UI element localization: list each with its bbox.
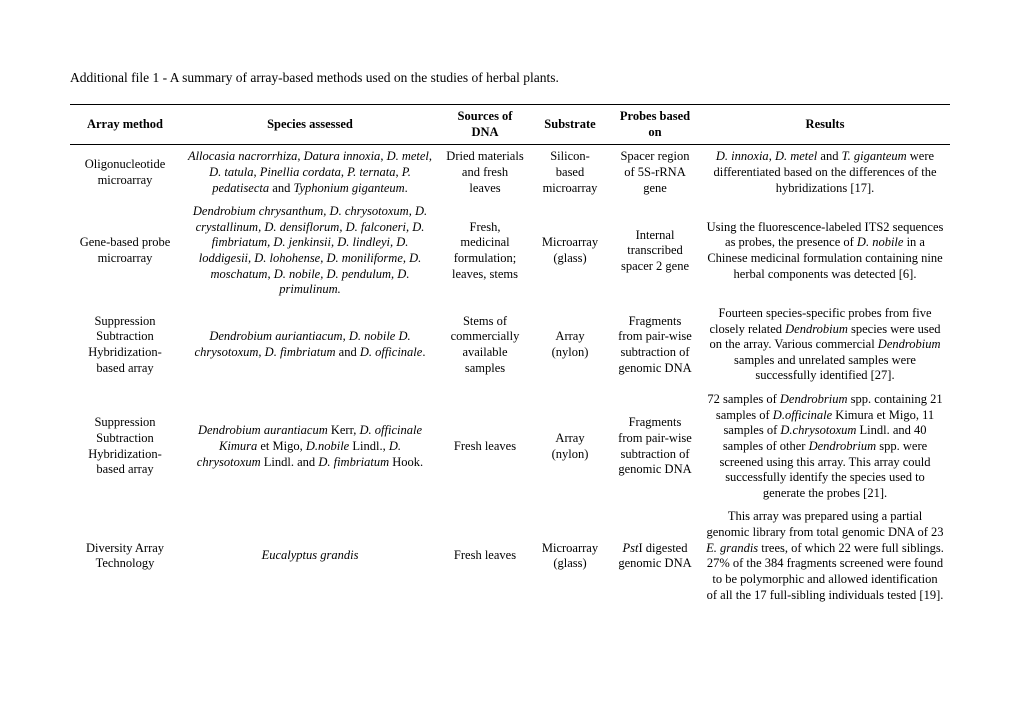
cell-substrate: Array (nylon) <box>530 388 610 505</box>
cell-probes: Fragments from pair-wise subtraction of … <box>610 388 700 505</box>
summary-table: Array method Species assessed Sources of… <box>70 104 950 607</box>
cell-species: Dendrobium auriantiacum, D. nobile D. ch… <box>180 302 440 388</box>
table-row: Oligonucleotide microarrayAllocasia nacr… <box>70 145 950 200</box>
document-page: Additional file 1 - A summary of array-b… <box>0 0 1020 607</box>
cell-sources: Stems of commercially available samples <box>440 302 530 388</box>
cell-results: Fourteen species-specific probes from fi… <box>700 302 950 388</box>
cell-method: Gene-based probe microarray <box>70 200 180 302</box>
cell-sources: Fresh, medicinal formulation; leaves, st… <box>440 200 530 302</box>
cell-probes: PstI digested genomic DNA <box>610 505 700 607</box>
cell-results: This array was prepared using a partial … <box>700 505 950 607</box>
cell-method: Suppression Subtraction Hybridization-ba… <box>70 388 180 505</box>
table-header-row: Array method Species assessed Sources of… <box>70 105 950 145</box>
cell-method: Oligonucleotide microarray <box>70 145 180 200</box>
col-species-assessed: Species assessed <box>180 105 440 145</box>
page-title: Additional file 1 - A summary of array-b… <box>70 70 950 86</box>
col-substrate: Substrate <box>530 105 610 145</box>
cell-species: Dendrobium aurantiacum Kerr, D. officina… <box>180 388 440 505</box>
col-sources-dna: Sources of DNA <box>440 105 530 145</box>
cell-probes: Spacer region of 5S-rRNA gene <box>610 145 700 200</box>
cell-species: Dendrobium chrysanthum, D. chrysotoxum, … <box>180 200 440 302</box>
cell-substrate: Array (nylon) <box>530 302 610 388</box>
table-row: Diversity Array TechnologyEucalyptus gra… <box>70 505 950 607</box>
cell-species: Allocasia nacrorrhiza, Datura innoxia, D… <box>180 145 440 200</box>
cell-sources: Dried materials and fresh leaves <box>440 145 530 200</box>
cell-sources: Fresh leaves <box>440 388 530 505</box>
cell-results: Using the fluorescence-labeled ITS2 sequ… <box>700 200 950 302</box>
col-array-method: Array method <box>70 105 180 145</box>
col-probes: Probes based on <box>610 105 700 145</box>
cell-probes: Internal transcribed spacer 2 gene <box>610 200 700 302</box>
cell-species: Eucalyptus grandis <box>180 505 440 607</box>
table-body: Oligonucleotide microarrayAllocasia nacr… <box>70 145 950 607</box>
table-row: Gene-based probe microarrayDendrobium ch… <box>70 200 950 302</box>
cell-substrate: Microarray (glass) <box>530 505 610 607</box>
cell-method: Diversity Array Technology <box>70 505 180 607</box>
cell-results: D. innoxia, D. metel and T. giganteum we… <box>700 145 950 200</box>
table-row: Suppression Subtraction Hybridization-ba… <box>70 302 950 388</box>
cell-probes: Fragments from pair-wise subtraction of … <box>610 302 700 388</box>
cell-sources: Fresh leaves <box>440 505 530 607</box>
col-results: Results <box>700 105 950 145</box>
cell-substrate: Silicon-based microarray <box>530 145 610 200</box>
table-row: Suppression Subtraction Hybridization-ba… <box>70 388 950 505</box>
cell-substrate: Microarray (glass) <box>530 200 610 302</box>
cell-method: Suppression Subtraction Hybridization-ba… <box>70 302 180 388</box>
cell-results: 72 samples of Dendrobrium spp. containin… <box>700 388 950 505</box>
